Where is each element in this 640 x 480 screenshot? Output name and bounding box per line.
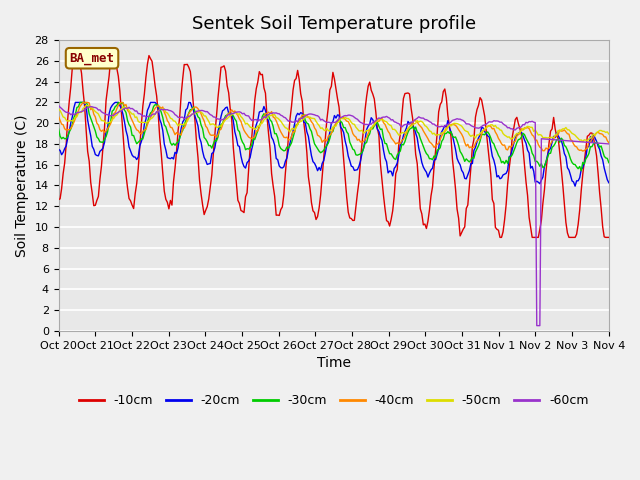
X-axis label: Time: Time <box>317 356 351 370</box>
Legend: -10cm, -20cm, -30cm, -40cm, -50cm, -60cm: -10cm, -20cm, -30cm, -40cm, -50cm, -60cm <box>74 389 593 412</box>
Title: Sentek Soil Temperature profile: Sentek Soil Temperature profile <box>191 15 476 33</box>
Y-axis label: Soil Temperature (C): Soil Temperature (C) <box>15 114 29 257</box>
Text: BA_met: BA_met <box>70 52 115 65</box>
